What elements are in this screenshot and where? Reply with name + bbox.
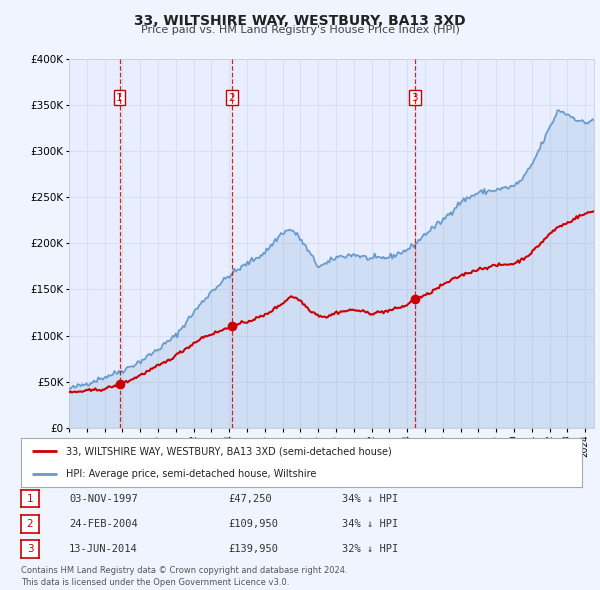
Text: 03-NOV-1997: 03-NOV-1997 bbox=[69, 494, 138, 503]
Text: 32% ↓ HPI: 32% ↓ HPI bbox=[342, 545, 398, 554]
Text: £139,950: £139,950 bbox=[228, 545, 278, 554]
Text: 24-FEB-2004: 24-FEB-2004 bbox=[69, 519, 138, 529]
Text: 2: 2 bbox=[26, 519, 34, 529]
Text: 33, WILTSHIRE WAY, WESTBURY, BA13 3XD (semi-detached house): 33, WILTSHIRE WAY, WESTBURY, BA13 3XD (s… bbox=[66, 447, 392, 457]
Text: 33, WILTSHIRE WAY, WESTBURY, BA13 3XD: 33, WILTSHIRE WAY, WESTBURY, BA13 3XD bbox=[134, 14, 466, 28]
Text: HPI: Average price, semi-detached house, Wiltshire: HPI: Average price, semi-detached house,… bbox=[66, 468, 316, 478]
Text: £109,950: £109,950 bbox=[228, 519, 278, 529]
Text: 3: 3 bbox=[26, 545, 34, 554]
Text: 3: 3 bbox=[412, 93, 418, 103]
Text: 34% ↓ HPI: 34% ↓ HPI bbox=[342, 519, 398, 529]
Text: 2: 2 bbox=[229, 93, 235, 103]
Text: 34% ↓ HPI: 34% ↓ HPI bbox=[342, 494, 398, 503]
Text: Contains HM Land Registry data © Crown copyright and database right 2024.
This d: Contains HM Land Registry data © Crown c… bbox=[21, 566, 347, 587]
Text: Price paid vs. HM Land Registry's House Price Index (HPI): Price paid vs. HM Land Registry's House … bbox=[140, 25, 460, 35]
Text: £47,250: £47,250 bbox=[228, 494, 272, 503]
Text: 13-JUN-2014: 13-JUN-2014 bbox=[69, 545, 138, 554]
Text: 1: 1 bbox=[116, 93, 123, 103]
Text: 1: 1 bbox=[26, 494, 34, 503]
